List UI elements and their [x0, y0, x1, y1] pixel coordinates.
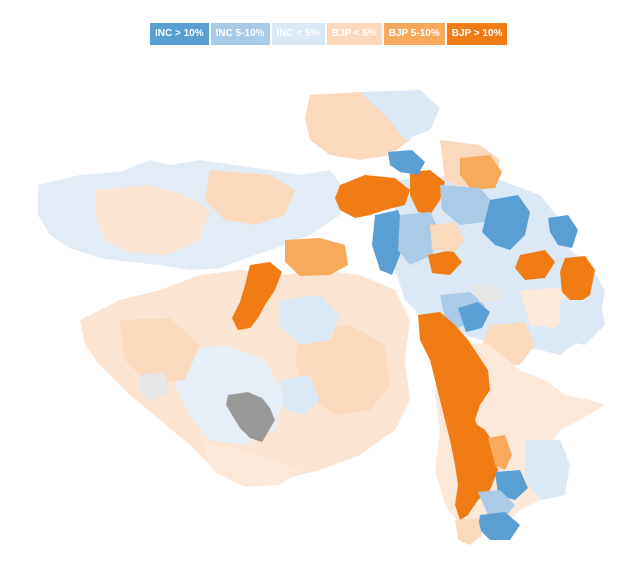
legend-inc-gt-10: INC > 10%	[150, 23, 209, 45]
region-orange-east	[515, 250, 555, 280]
legend-inc-5-10: INC 5-10%	[210, 23, 270, 45]
region-grey-patch	[140, 372, 170, 400]
region-south-orange-bottom	[488, 435, 512, 470]
region-orange-east2	[560, 256, 595, 305]
region-ahmedabad-orange	[335, 175, 410, 218]
region-kutch-east	[95, 185, 210, 255]
region-saurashtra-south	[120, 318, 200, 385]
region-orange-mid	[285, 238, 348, 276]
region-ahmedabad-orange2	[410, 170, 445, 215]
region-north-blue	[360, 90, 440, 140]
legend-bjp-lt-5: BJP < 5%	[326, 23, 382, 45]
region-no-data	[226, 392, 275, 442]
region-kutch-north	[205, 170, 295, 225]
legend-bjp-gt-10: BJP > 10%	[446, 23, 508, 45]
region-south-tip	[455, 518, 482, 545]
region-south-orange-spine	[418, 312, 498, 520]
region-south-blue-light	[525, 440, 570, 500]
region-orange-small	[428, 250, 462, 275]
region-saurashtra-blue	[280, 295, 340, 345]
region-saurashtra-coast	[200, 440, 300, 487]
region-south-blue-b	[478, 490, 515, 518]
region-east-mid	[520, 288, 572, 328]
region-south-blue-a	[495, 470, 528, 500]
region-blue-north	[388, 150, 425, 175]
region-blue-west	[372, 210, 405, 275]
legend-inc-lt-5: INC < 5%	[271, 23, 325, 45]
region-saurashtra-blue2	[280, 375, 320, 415]
region-mid-blue-north	[440, 185, 495, 225]
region-light-orange-central	[430, 222, 465, 252]
legend-bjp-5-10: BJP 5-10%	[383, 23, 445, 45]
region-blue-east	[482, 195, 530, 250]
region-east-blue-light	[560, 300, 605, 345]
region-grey-patch2	[470, 285, 502, 302]
region-vadodara-blue	[458, 302, 490, 332]
region-central-orange-top	[460, 155, 502, 190]
region-saurashtra-west-orange	[232, 262, 282, 330]
region-saurashtra-east	[295, 325, 390, 415]
map-legend: INC > 10% INC 5-10% INC < 5% BJP < 5% BJ…	[150, 23, 508, 45]
region-south-blue-c	[478, 512, 520, 540]
region-mid-blue-cluster	[398, 212, 440, 265]
region-blue-east2	[548, 215, 578, 248]
region-south-orange-spine2	[448, 420, 500, 470]
